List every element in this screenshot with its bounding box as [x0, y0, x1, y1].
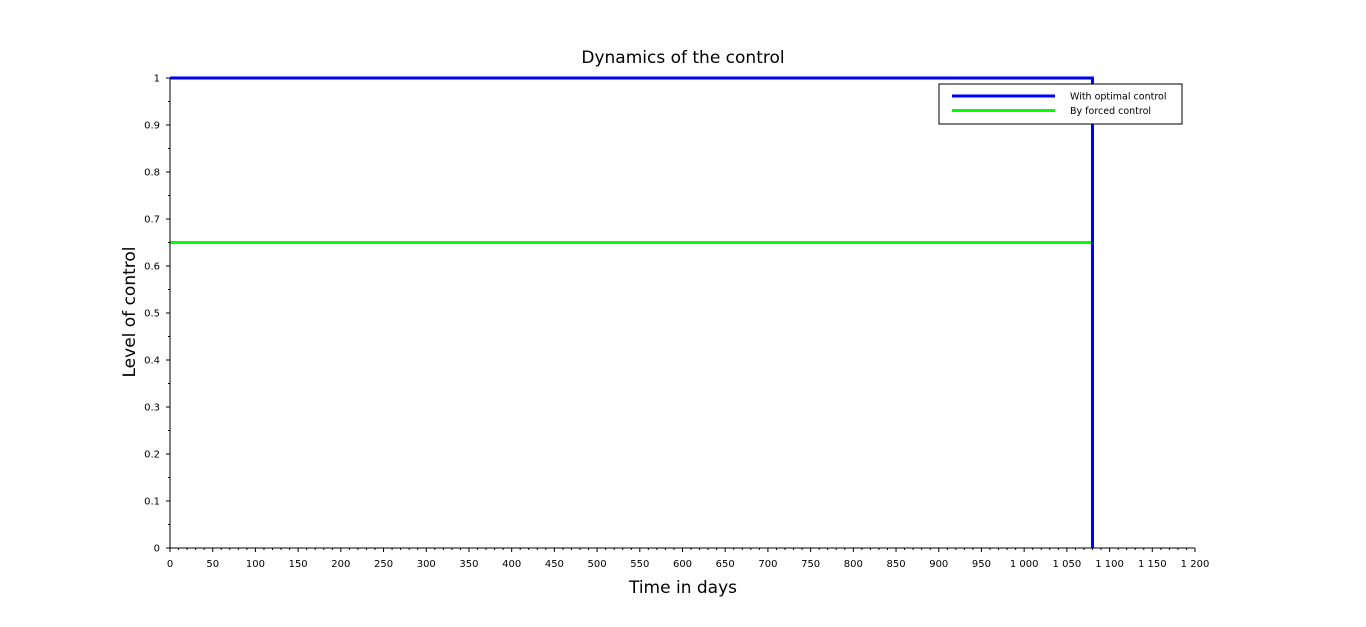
- x-tick-label: 1 000: [1010, 559, 1039, 570]
- y-axis-label: Level of control: [120, 247, 140, 378]
- y-tick-label: 0.1: [144, 497, 160, 508]
- x-tick-label: 550: [630, 559, 649, 570]
- y-tick-label: 0.4: [144, 356, 160, 367]
- x-tick-label: 150: [289, 559, 308, 570]
- y-tick-label: 0.9: [144, 121, 160, 132]
- x-tick-label: 1 100: [1095, 559, 1124, 570]
- x-tick-label: 1 050: [1053, 559, 1082, 570]
- legend-entry-label: With optimal control: [1070, 92, 1166, 103]
- series-line: [170, 76, 1094, 548]
- legend-entry-label: By forced control: [1070, 106, 1151, 117]
- y-axis: 0 0.1 0.2 0.3 0.4 0.5 0.6 0.7 0.8 0.9 1: [144, 74, 171, 555]
- y-tick-label: 0.3: [144, 403, 160, 414]
- y-tick-label: 0.7: [144, 215, 160, 226]
- x-tick-label: 600: [673, 559, 692, 570]
- x-tick-label: 200: [331, 559, 350, 570]
- x-tick-label: 1 150: [1138, 559, 1167, 570]
- legend-box: [938, 83, 1183, 125]
- x-tick-label: 300: [417, 559, 436, 570]
- y-tick-label: 0.2: [144, 450, 160, 461]
- x-tick-label: 250: [374, 559, 393, 570]
- x-tick-label: 100: [246, 559, 265, 570]
- y-tick-label: 0.8: [144, 168, 160, 179]
- y-tick-label: 0.5: [144, 309, 160, 320]
- x-tick-label: 50: [206, 559, 219, 570]
- x-tick-label: 850: [886, 559, 905, 570]
- y-tick-label: 0: [154, 544, 160, 555]
- y-tick-label: 1: [154, 74, 160, 85]
- x-tick-label: 750: [801, 559, 820, 570]
- x-tick-label: 500: [588, 559, 607, 570]
- y-tick-label: 0.6: [144, 262, 160, 273]
- x-tick-label: 1 200: [1181, 559, 1210, 570]
- legend: With optimal control By forced control: [938, 83, 1183, 125]
- plot-area: [170, 76, 1094, 548]
- x-tick-label: 400: [502, 559, 521, 570]
- x-tick-label: 900: [929, 559, 948, 570]
- x-tick-label: 0: [167, 559, 173, 570]
- x-tick-label: 450: [545, 559, 564, 570]
- chart-title: Dynamics of the control: [581, 48, 784, 68]
- x-tick-label: 700: [758, 559, 777, 570]
- x-axis: 0 50 100 150 200 250 300 350 400 450 500 550 600 650 7…: [167, 547, 1210, 570]
- x-tick-label: 650: [716, 559, 735, 570]
- x-axis-label: Time in days: [628, 578, 737, 598]
- x-tick-label: 350: [459, 559, 478, 570]
- x-tick-label: 950: [972, 559, 991, 570]
- x-tick-label: 800: [844, 559, 863, 570]
